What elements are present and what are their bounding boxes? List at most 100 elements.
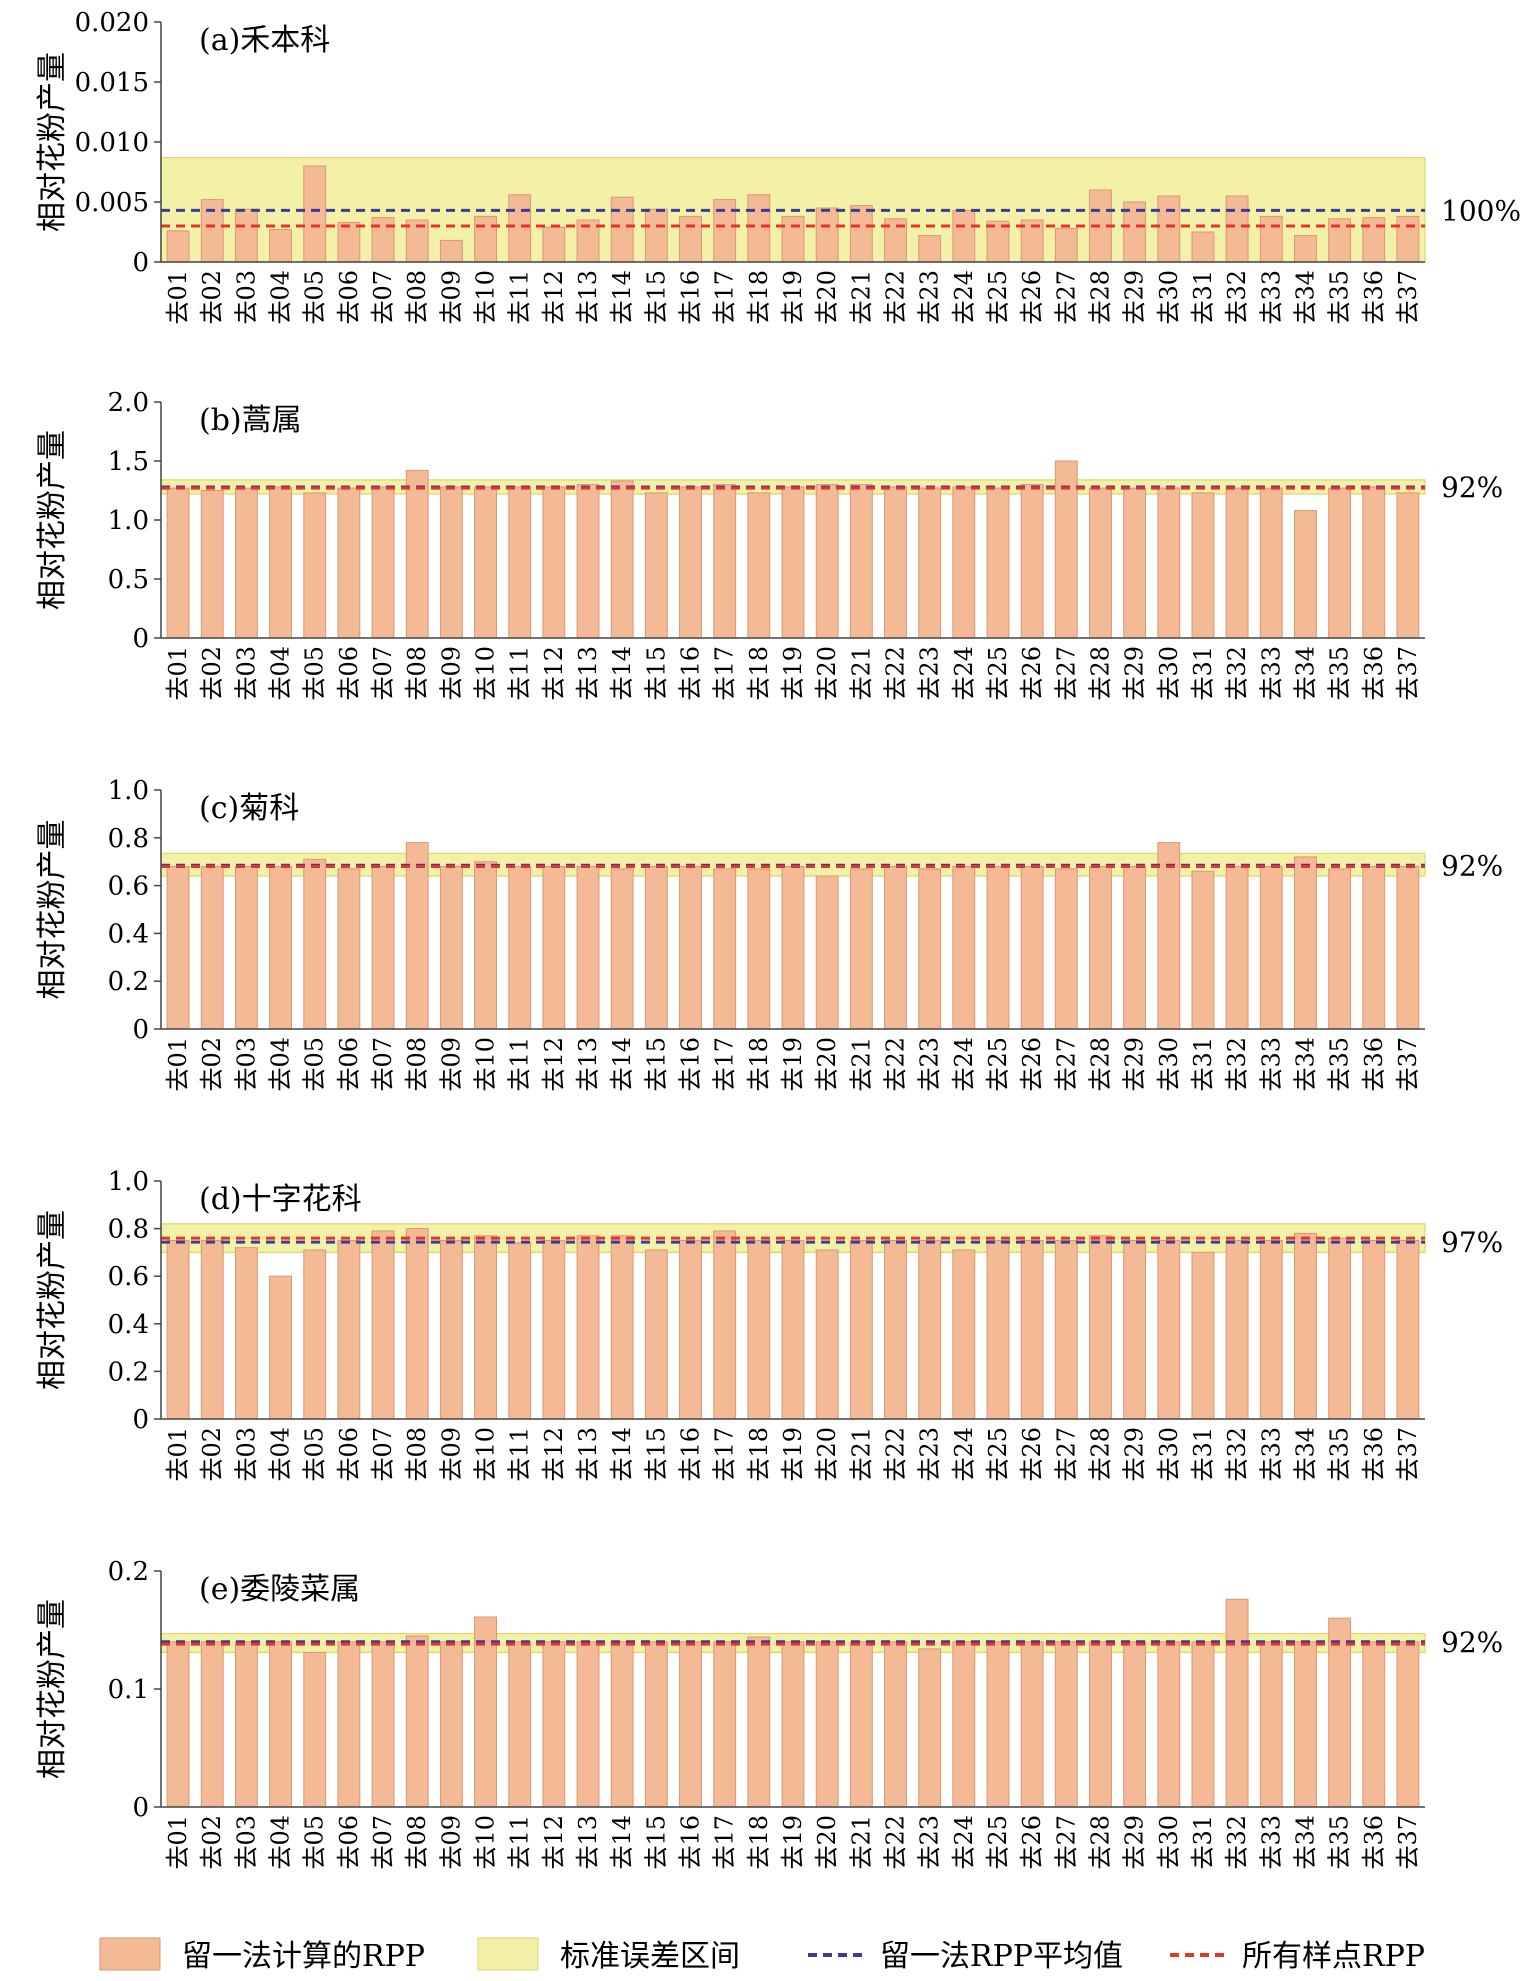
x-tick-label: 去25 [984, 1427, 1012, 1482]
x-tick-label: 去26 [1018, 646, 1046, 701]
x-tick-label: 去16 [677, 646, 705, 701]
chart-panel-b: 0 0.5 1.0 1.5 2.0 去01 去02 去03 去04 去05 去06 去07 去08 去09… [35, 388, 1503, 701]
bar [1157, 1641, 1181, 1808]
y-tick-label: 0.8 [108, 824, 149, 854]
bar [644, 1249, 668, 1420]
x-tick-label: 去08 [403, 1815, 431, 1870]
bar [781, 486, 805, 639]
x-tick-label: 去09 [437, 1427, 465, 1482]
bar [1123, 865, 1147, 1030]
x-tick-label: 去07 [369, 1815, 397, 1870]
bar [781, 215, 805, 263]
bar [884, 1240, 907, 1420]
x-tick-label: 去11 [506, 1815, 534, 1870]
x-tick-label: 去08 [403, 1037, 431, 1092]
bar [576, 484, 600, 639]
x-tick-label: 去36 [1360, 1427, 1388, 1482]
x-tick-label: 去33 [1257, 1037, 1285, 1092]
x-tick-label: 去32 [1223, 1815, 1251, 1870]
bar [1225, 1598, 1249, 1808]
x-tick-label: 去04 [267, 646, 295, 701]
x-tick-label: 去13 [574, 1037, 602, 1092]
bar [371, 1230, 395, 1420]
x-tick-label: 去16 [677, 270, 705, 325]
bar [610, 480, 634, 639]
x-tick-label: 去22 [881, 270, 909, 325]
x-tick-label: 去14 [608, 646, 636, 701]
bar [815, 207, 839, 263]
x-tick-label: 去06 [335, 270, 363, 325]
x-tick-label: 去13 [574, 270, 602, 325]
bar [1396, 1641, 1420, 1808]
bar [439, 865, 463, 1030]
y-tick-label: 0.005 [75, 188, 149, 218]
x-tick-label: 去34 [1291, 1427, 1319, 1482]
bar [679, 1641, 702, 1808]
x-tick-label: 去01 [164, 1427, 192, 1482]
bar [508, 865, 532, 1030]
percent-label: 100% [1441, 194, 1521, 227]
x-tick-label: 去11 [506, 270, 534, 325]
x-tick-label: 去37 [1394, 646, 1422, 701]
x-tick-label: 去22 [881, 646, 909, 701]
x-tick-label: 去37 [1394, 1815, 1422, 1870]
bar [337, 487, 361, 639]
x-tick-label: 去24 [950, 1815, 978, 1870]
x-tick-label: 去05 [301, 1037, 329, 1092]
y-tick-label: 1.0 [108, 776, 149, 806]
bar [1054, 1240, 1078, 1420]
bar [508, 1242, 532, 1420]
x-tick-label: 去26 [1018, 270, 1046, 325]
x-tick-label: 去08 [403, 646, 431, 701]
bar [1089, 1641, 1112, 1808]
bar [1089, 1235, 1112, 1420]
x-tick-label: 去37 [1394, 1427, 1422, 1482]
bar [371, 1641, 395, 1808]
x-tick-label: 去29 [1121, 1815, 1149, 1870]
bar [234, 1641, 258, 1808]
bar [918, 1648, 942, 1808]
x-tick-label: 去28 [1086, 1427, 1114, 1482]
bar [508, 194, 532, 263]
x-tick-label: 去03 [232, 270, 260, 325]
x-tick-label: 去22 [881, 1037, 909, 1092]
bar [1054, 227, 1078, 263]
bar [269, 865, 292, 1030]
chart-panel-c: 0 0.2 0.4 0.6 0.8 1.0 去01 去02 去03 去04 去05 去06 去07 去08… [35, 776, 1503, 1092]
bar [576, 865, 600, 1030]
x-tick-label: 去20 [813, 646, 841, 701]
x-tick-label: 去30 [1155, 1037, 1183, 1092]
x-tick-label: 去31 [1189, 1037, 1217, 1092]
bar [781, 1240, 805, 1420]
bar [1362, 865, 1386, 1030]
bar [1294, 1641, 1317, 1808]
x-tick-label: 去31 [1189, 1815, 1217, 1870]
bar [337, 1240, 361, 1420]
bar [644, 208, 668, 263]
x-tick-label: 去12 [540, 1815, 568, 1870]
x-tick-label: 去28 [1086, 1815, 1114, 1870]
bar [918, 868, 942, 1030]
bar [849, 868, 873, 1030]
bar [884, 865, 907, 1030]
y-tick-label: 0.1 [108, 1675, 149, 1705]
bar [986, 1641, 1010, 1808]
bar [713, 1641, 737, 1808]
y-tick-label: 0.8 [108, 1215, 149, 1245]
bar [1362, 1641, 1386, 1808]
x-tick-label: 去14 [608, 1815, 636, 1870]
bar [542, 1641, 566, 1808]
bar [986, 487, 1010, 639]
bar [713, 484, 737, 639]
bar [986, 1240, 1010, 1420]
bar [849, 205, 873, 263]
x-tick-label: 去14 [608, 1037, 636, 1092]
bar [1089, 487, 1112, 639]
bar [1294, 856, 1317, 1030]
panel-title: (b)蒿属 [199, 403, 302, 438]
bar [337, 1641, 361, 1808]
bar [747, 492, 771, 639]
bar [815, 484, 839, 639]
x-tick-label: 去17 [711, 1427, 739, 1482]
